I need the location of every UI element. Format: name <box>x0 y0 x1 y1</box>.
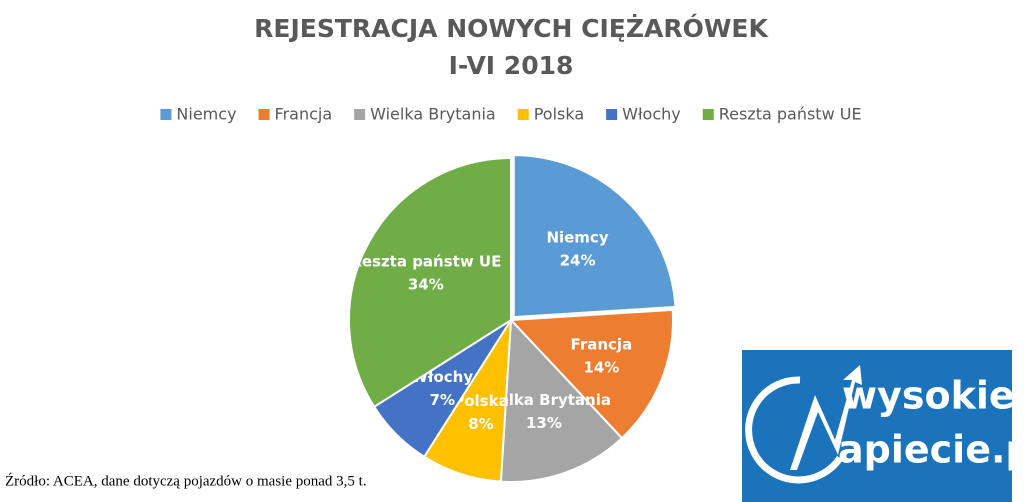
legend-label: Niemcy <box>176 105 236 124</box>
slice-value-label: 8% <box>468 415 493 433</box>
slice-value-label: 7% <box>430 391 455 409</box>
logo-text: apiecie.pl <box>838 428 1024 472</box>
legend-swatch <box>354 109 366 120</box>
slice-category-label: Niemcy <box>546 229 608 247</box>
slice-category-label: Polska <box>453 392 508 410</box>
source-note: Źródło: ACEA, dane dotyczą pojazdów o ma… <box>5 472 367 489</box>
logo-text: wysokie <box>842 374 1015 418</box>
pie-slice <box>512 154 677 319</box>
chart-subtitle: I-VI 2018 <box>449 51 574 80</box>
slice-category-label: Reszta państw UE <box>350 253 501 271</box>
slice-value-label: 24% <box>560 252 596 270</box>
pie: Niemcy 24% Francja 14% Wielka Brytania 13% Pol… <box>348 154 677 483</box>
legend: Niemcy Francja Wielka Brytania Polska Włochy… <box>160 105 862 124</box>
legend-label: Wielka Brytania <box>370 105 496 124</box>
slice-value-label: 14% <box>583 358 619 376</box>
slice-category-label: Francja <box>571 335 633 353</box>
chart-title: REJESTRACJA NOWYCH CIĘŻARÓWEK <box>254 13 769 43</box>
legend-swatch <box>258 109 270 120</box>
logo: wysokie apiecie.pl <box>742 350 1024 502</box>
logo-arc <box>745 376 843 484</box>
legend-label: Reszta państw UE <box>719 105 862 124</box>
legend-label: Francja <box>275 105 333 124</box>
slice-category-label: Wielka Brytania <box>477 391 611 409</box>
legend-label: Włochy <box>622 105 681 124</box>
logo-bolt <box>790 365 862 470</box>
legend-swatch <box>702 109 714 120</box>
pie-slice <box>508 308 674 440</box>
legend-swatch <box>160 109 172 120</box>
slice-value-label: 13% <box>526 414 562 432</box>
slice-value-label: 34% <box>408 276 444 294</box>
pie-slice <box>499 317 624 483</box>
legend-swatch <box>517 109 529 120</box>
legend-swatch <box>606 109 618 120</box>
pie-slice <box>348 156 512 409</box>
legend-label: Polska <box>534 105 584 124</box>
